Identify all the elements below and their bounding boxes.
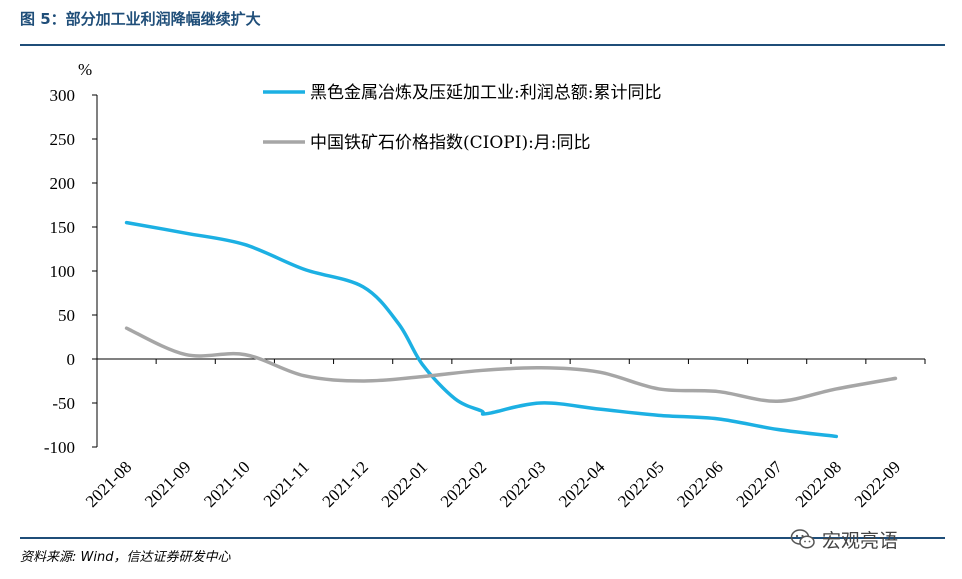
y-axis: 300 250 200 150 100 50 0 -50 -100 [44, 86, 98, 457]
legend-label-1: 黑色金属冶炼及压延加工业:利润总额:累计同比 [310, 83, 661, 103]
legend-label-2: 中国铁矿石价格指数(CIOPI):月:同比 [310, 133, 591, 153]
x-tick-label: 2021-10 [200, 457, 254, 511]
x-tick-label: 2022-05 [614, 457, 668, 511]
series-line-2 [124, 326, 898, 403]
series-lines [124, 220, 898, 439]
y-tick-label: 50 [58, 306, 75, 325]
x-axis: 2021-08 2021-09 2021-10 2021-11 2021-12 2022-… [82, 358, 926, 511]
y-tick-label: 0 [67, 350, 76, 369]
watermark: 宏观亮语 [790, 525, 898, 553]
x-tick-label: 2022-09 [851, 457, 905, 511]
figure-title: 图 5：部分加工业利润降幅继续扩大 [20, 10, 261, 28]
y-tick-label: 300 [50, 86, 76, 105]
source-note: 资料来源: Wind，信达证券研发中心 [20, 550, 231, 565]
bottom-divider [20, 537, 945, 539]
y-tick-label: 200 [50, 174, 76, 193]
x-tick-label: 2022-07 [732, 457, 786, 511]
x-tick-label: 2022-03 [496, 457, 550, 511]
top-divider [20, 44, 945, 46]
x-tick-label: 2022-02 [437, 457, 491, 511]
series-line-1 [124, 220, 839, 439]
x-tick-label: 2022-01 [378, 457, 432, 511]
y-tick-label: 100 [50, 262, 76, 281]
y-unit-label: % [78, 60, 92, 79]
watermark-text: 宏观亮语 [822, 529, 899, 552]
y-tick-label: -100 [44, 438, 75, 457]
legend: 黑色金属冶炼及压延加工业:利润总额:累计同比中国铁矿石价格指数(CIOPI):月… [263, 83, 661, 153]
x-tick-label: 2022-08 [792, 457, 846, 511]
x-tick-label: 2022-06 [673, 457, 727, 511]
x-tick-label: 2022-04 [555, 457, 609, 511]
x-tick-label: 2021-08 [82, 457, 136, 511]
x-tick-label: 2021-12 [318, 457, 372, 511]
y-tick-label: -50 [52, 394, 75, 413]
x-tick-label: 2021-09 [141, 457, 195, 511]
y-tick-label: 250 [50, 130, 76, 149]
y-tick-label: 150 [50, 218, 76, 237]
wechat-icon [790, 529, 815, 549]
x-tick-label: 2021-11 [260, 457, 313, 510]
